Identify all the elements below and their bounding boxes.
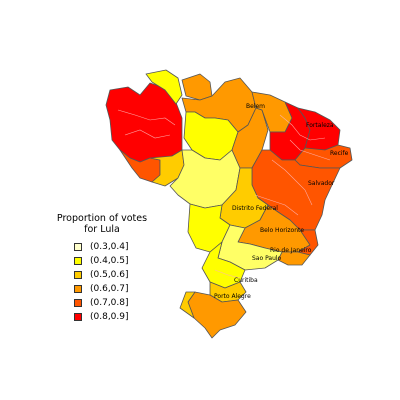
legend-swatch (74, 299, 82, 307)
legend-item: (0.8,0.9] (74, 310, 148, 324)
legend-label: (0.6,0.7] (90, 284, 129, 294)
city-labels: Belem Fortaleza Recife Salvador Distrito… (214, 103, 349, 300)
city-label-porto-alegre: Porto Alegre (214, 293, 251, 300)
internal-borders (117, 109, 331, 279)
legend-swatch (74, 271, 82, 279)
city-label-rio-de-janeiro: Rio de Janeiro (270, 247, 312, 254)
legend-swatch (74, 257, 82, 265)
legend-item: (0.5,0.6] (74, 268, 148, 282)
legend-label: (0.8,0.9] (90, 312, 129, 322)
region-rs-west (179, 291, 196, 319)
legend-item: (0.4,0.5] (74, 254, 148, 268)
city-label-recife: Recife (330, 150, 349, 157)
city-label-curitiba: Curitiba (234, 277, 258, 284)
legend-item: (0.3,0.4] (74, 240, 148, 254)
legend-item: (0.6,0.7] (74, 282, 148, 296)
legend-title-line2: for Lula (84, 224, 120, 235)
city-label-belo-horizonte: Belo Horizonte (260, 227, 304, 234)
city-label-salvador: Salvador (308, 180, 335, 187)
region-tocantins (231, 107, 269, 169)
region-rondonia (149, 149, 185, 187)
legend-label: (0.7,0.8] (90, 298, 129, 308)
legend-swatch (74, 313, 82, 321)
city-label-distrito-federal: Distrito Federal (232, 205, 278, 212)
legend-swatch (74, 243, 82, 251)
legend-swatch (74, 285, 82, 293)
legend-item: (0.7,0.8] (74, 296, 148, 310)
legend-label: (0.5,0.6] (90, 270, 129, 280)
legend-title: Proportion of votes for Lula (56, 213, 148, 235)
city-label-fortaleza: Fortaleza (306, 122, 334, 129)
legend-title-line1: Proportion of votes (56, 213, 148, 224)
city-label-sao-paulo: Sao Paulo (252, 255, 282, 262)
legend-label: (0.4,0.5] (90, 256, 129, 266)
city-label-belem: Belem (246, 103, 265, 110)
map-legend: Proportion of votes for Lula (0.3,0.4] (… (56, 213, 148, 324)
legend-items: (0.3,0.4] (0.4,0.5] (0.5,0.6] (0.6,0.7] … (74, 240, 148, 324)
region-roraima (145, 69, 183, 105)
legend-label: (0.3,0.4] (90, 242, 129, 252)
